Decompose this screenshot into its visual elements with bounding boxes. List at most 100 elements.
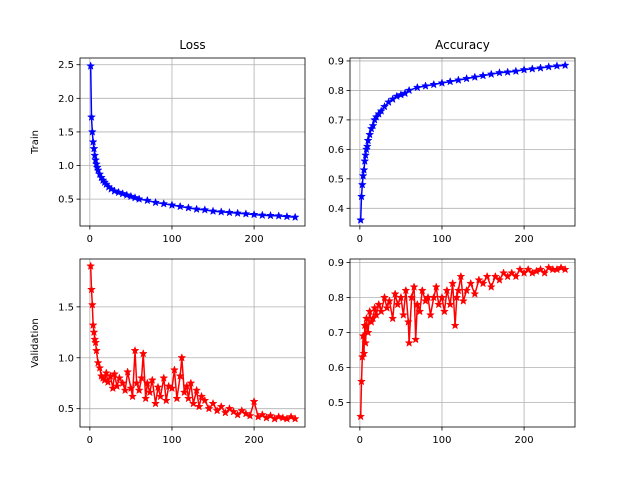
data-point <box>515 264 525 274</box>
y-tick-label: 0.5 <box>328 174 344 185</box>
x-tick-label: 0 <box>357 435 363 446</box>
data-point <box>362 141 372 151</box>
data-point <box>490 271 500 281</box>
data-point <box>429 79 439 89</box>
data-point <box>147 375 157 384</box>
data-point <box>241 409 251 418</box>
data-point <box>183 393 193 403</box>
data-point <box>417 285 427 295</box>
y-tick-label: 2.5 <box>58 60 74 71</box>
data-point <box>527 64 537 73</box>
data-point <box>200 395 210 405</box>
data-point <box>110 186 119 195</box>
x-tick-label: 0 <box>357 234 363 245</box>
data-point <box>274 211 284 220</box>
data-point <box>560 264 570 274</box>
data-point <box>145 387 155 397</box>
data-point <box>249 396 259 406</box>
data-point <box>88 320 98 329</box>
data-point <box>91 337 101 347</box>
data-point <box>208 206 218 216</box>
data-point <box>167 383 177 393</box>
y-tick-label: 0.6 <box>328 363 344 374</box>
data-point <box>249 209 259 219</box>
data-point <box>91 345 101 355</box>
chart-title: Loss <box>179 38 205 52</box>
data-point <box>503 67 513 76</box>
data-point <box>123 367 133 376</box>
data-point <box>478 278 488 288</box>
series-line <box>359 64 566 221</box>
data-point <box>499 268 509 277</box>
data-point <box>380 292 389 302</box>
data-point <box>560 60 570 70</box>
data-point <box>448 278 458 288</box>
data-point <box>431 282 441 291</box>
data-point <box>486 69 496 79</box>
data-point <box>360 320 370 330</box>
data-point <box>363 327 373 337</box>
data-point <box>89 144 99 153</box>
data-point <box>374 299 384 309</box>
data-point <box>404 85 414 95</box>
data-point <box>458 296 468 305</box>
x-tick-label: 100 <box>162 435 181 446</box>
data-point <box>179 387 189 397</box>
data-point <box>86 61 96 70</box>
data-point <box>540 268 550 277</box>
data-point <box>130 193 140 202</box>
data-point <box>266 210 275 220</box>
data-point <box>120 385 130 395</box>
data-point <box>556 263 566 272</box>
data-point <box>470 72 480 81</box>
data-point <box>118 189 128 198</box>
data-point <box>412 299 422 309</box>
data-point <box>153 382 163 392</box>
data-point <box>132 378 142 388</box>
y-tick-label: 1.0 <box>58 161 74 172</box>
data-point <box>544 263 554 272</box>
data-point <box>138 348 148 358</box>
data-point <box>159 373 169 382</box>
series-line <box>89 266 296 420</box>
data-point <box>86 261 96 270</box>
y-tick-label: 0.6 <box>328 145 344 156</box>
data-point <box>194 401 204 411</box>
data-point <box>126 383 136 393</box>
x-tick-label: 100 <box>432 234 451 245</box>
data-point <box>114 187 124 197</box>
y-tick-label: 0.7 <box>328 115 344 126</box>
y-tick-label: 0.7 <box>328 328 344 339</box>
data-point <box>290 414 300 423</box>
data-point <box>357 191 366 201</box>
data-point <box>245 411 255 420</box>
data-point <box>519 65 529 74</box>
data-point <box>445 299 455 309</box>
x-tick-label: 200 <box>515 234 534 245</box>
y-tick-label: 1.5 <box>58 127 74 138</box>
series-line <box>359 267 566 417</box>
data-point <box>204 403 214 413</box>
data-point <box>434 299 444 309</box>
data-point <box>396 292 406 302</box>
y-tick-label: 1.5 <box>58 302 74 313</box>
data-point <box>425 310 435 319</box>
data-point <box>155 391 165 401</box>
data-point <box>90 150 100 160</box>
data-point <box>177 353 187 362</box>
data-point <box>361 150 371 160</box>
data-point <box>130 345 140 355</box>
data-point <box>403 317 413 326</box>
data-point <box>482 271 492 281</box>
y-tick-label: 1.0 <box>58 353 74 364</box>
y-tick-label: 0.8 <box>328 86 344 97</box>
data-point <box>552 61 562 70</box>
data-point <box>442 285 452 295</box>
data-point <box>511 66 521 76</box>
y-axis-label: Validation <box>30 318 41 367</box>
chart-title: Accuracy <box>435 38 490 52</box>
data-point <box>415 306 425 316</box>
data-point <box>544 62 554 71</box>
x-tick-label: 0 <box>87 234 93 245</box>
data-point <box>114 373 124 382</box>
